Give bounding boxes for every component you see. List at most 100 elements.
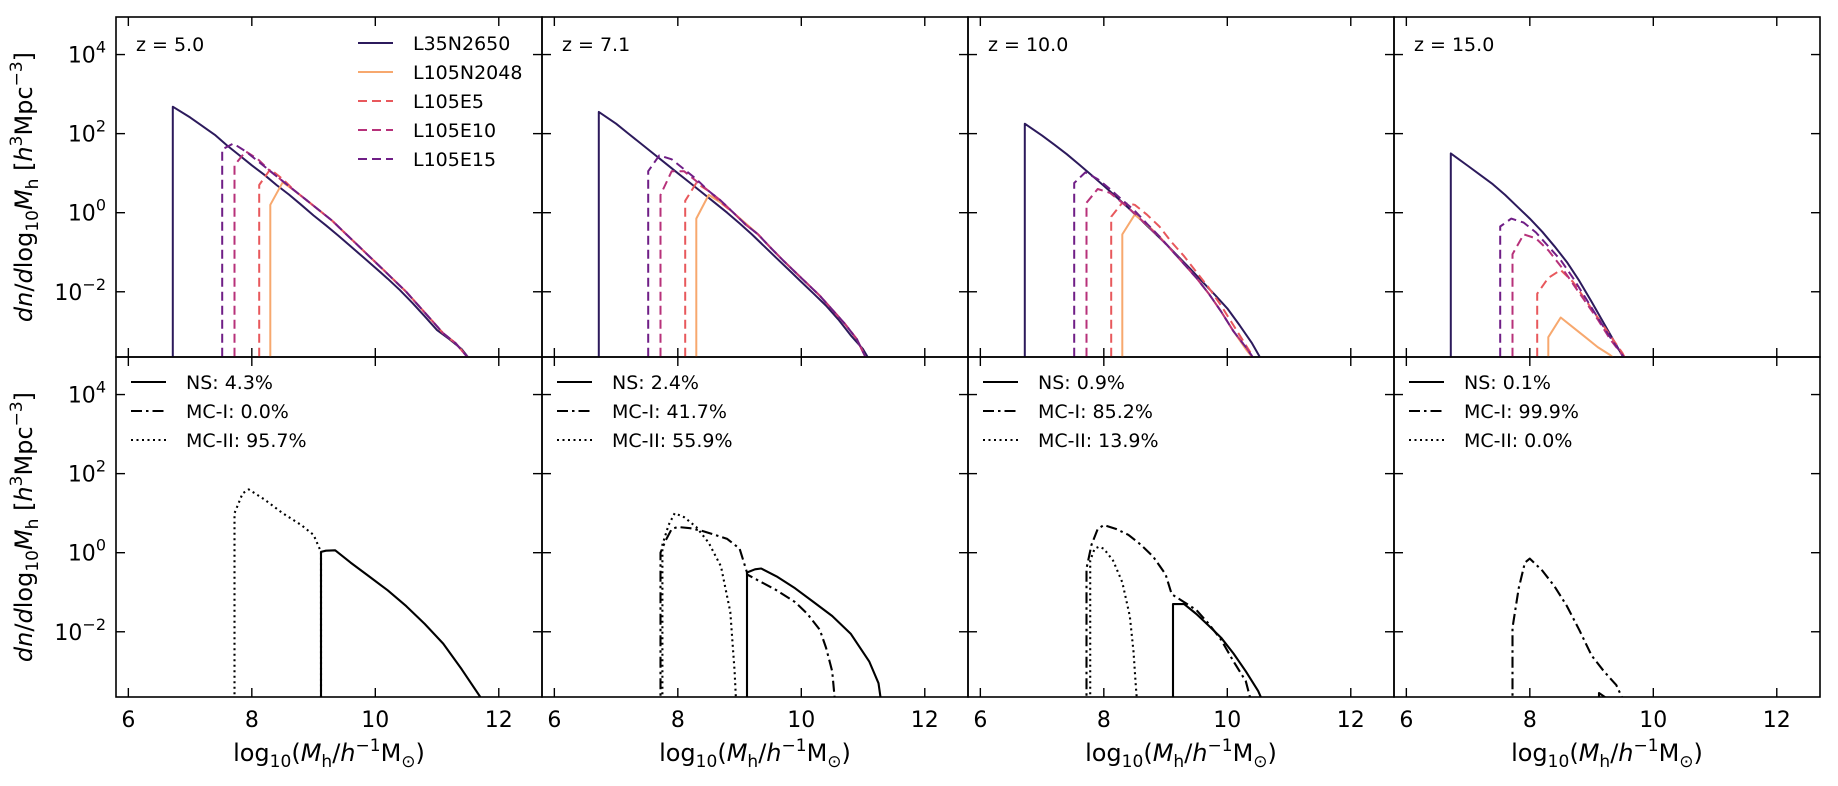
x-tick-label: 6: [973, 708, 987, 733]
series-group: [1449, 152, 1626, 357]
x-tick-label: 10: [361, 708, 389, 733]
series-line-l105n2048: [1547, 316, 1615, 357]
series-line-mc-ii: [1089, 545, 1138, 697]
y-axis-label: dn/dlog10Mh [h3Mpc−3]: [7, 52, 43, 322]
redshift-label: z = 15.0: [1414, 34, 1494, 56]
panel-top-2: z = 7.1: [541, 16, 969, 358]
x-axis-label: log10(Mh/h−1M⊙): [233, 736, 425, 772]
panel-bottom-3: 6 8 10 12 log10(Mh/h−1M⊙) NS: 0.9% MC-I: 85.2%…: [967, 356, 1395, 772]
series-line-l105e5: [1536, 269, 1626, 357]
y-tick-label: 104: [68, 38, 106, 69]
y-tick-label: 104: [68, 378, 106, 409]
series-line-l105n2048: [269, 181, 469, 357]
series-line-l35n2650: [171, 105, 470, 357]
x-tick-label: 12: [1763, 708, 1791, 733]
y-tick-label: 100: [68, 536, 106, 567]
series-line-l105e15: [221, 142, 469, 357]
series-line-l105n2048: [1121, 213, 1254, 357]
panel-bottom-4: 6 8 10 12 log10(Mh/h−1M⊙) NS: 0.1% MC-I: 99.9%…: [1393, 356, 1821, 772]
legend-entry-l105e5: L105E5: [413, 91, 484, 113]
series-line-ns: [319, 549, 482, 697]
legend-entry: MC-II: 55.9%: [612, 430, 733, 452]
series-line-mc-i: [659, 525, 836, 697]
legend-entry: NS: 4.3%: [186, 372, 273, 394]
y-tick-label: 102: [68, 457, 106, 488]
panel-top-1: 10−2 100 102 104 z = 5.0: [54, 16, 543, 358]
x-tick-label: 6: [121, 708, 135, 733]
series-line-l105e5: [684, 182, 867, 357]
y-axis-label: dn/dlog10Mh [h3Mpc−3]: [7, 392, 43, 662]
panel-frame: [1393, 356, 1821, 698]
series-group: [1023, 122, 1261, 357]
redshift-label: z = 10.0: [988, 34, 1068, 56]
x-tick-label: 6: [547, 708, 561, 733]
x-tick-label: 8: [245, 708, 259, 733]
panel-frame: [1393, 16, 1821, 358]
panel-frame: [967, 16, 1395, 358]
x-tick-label: 12: [911, 708, 939, 733]
series-line-mc-ii: [661, 512, 737, 697]
panel-frame: [541, 16, 969, 358]
series-line-mc-ii: [233, 488, 323, 697]
x-tick-label: 12: [485, 708, 513, 733]
series-group: [1085, 523, 1262, 697]
series-group: [597, 110, 869, 357]
series-group: [1511, 557, 1623, 697]
legend-entry: MC-I: 0.0%: [186, 401, 289, 423]
legend-entry: MC-II: 0.0%: [1464, 430, 1572, 452]
y-tick-label: 10−2: [54, 275, 106, 306]
series-line-l105e5: [1110, 201, 1255, 357]
series-line-l35n2650: [597, 110, 869, 357]
legend-entry-l105e10: L105E10: [413, 120, 496, 142]
panel-top-3: z = 10.0: [967, 16, 1395, 358]
panel-bottom-1: 10−2 100 102 104 6 8 10 12 log10(Mh/h−1M⊙) NS: 4.…: [54, 356, 543, 772]
legend-entry: MC-I: 41.7%: [612, 401, 727, 423]
x-tick-label: 10: [1639, 708, 1667, 733]
x-axis-label: log10(Mh/h−1M⊙): [1085, 736, 1277, 772]
legend-entry: NS: 2.4%: [612, 372, 699, 394]
legend-entry: NS: 0.1%: [1464, 372, 1551, 394]
panel-bottom-2: 6 8 10 12 log10(Mh/h−1M⊙) NS: 2.4% MC-I: 41.7%…: [541, 356, 969, 772]
legend-entry-l35n2650: L35N2650: [413, 33, 510, 55]
legend-entry: MC-I: 85.2%: [1038, 401, 1153, 423]
series-line-l105e15: [1073, 171, 1254, 357]
series-line-ns: [1597, 691, 1607, 697]
series-group: [659, 512, 882, 697]
series-line-l105e15: [647, 154, 867, 357]
legend-entry: MC-II: 13.9%: [1038, 430, 1159, 452]
x-tick-label: 10: [1213, 708, 1241, 733]
panel-frame: [115, 356, 543, 698]
series-line-l105e10: [1511, 233, 1625, 357]
series-line-l105n2048: [695, 193, 867, 357]
panel-frame: [967, 356, 1395, 698]
legend-entry-l105e15: L105E15: [413, 149, 496, 171]
y-tick-label: 102: [68, 117, 106, 148]
x-axis-label: log10(Mh/h−1M⊙): [659, 736, 851, 772]
y-tick-label: 10−2: [54, 615, 106, 646]
series-line-l105e5: [258, 168, 469, 357]
x-tick-label: 10: [787, 708, 815, 733]
series-line-mc-i: [1085, 523, 1252, 697]
redshift-label: z = 5.0: [136, 34, 204, 56]
series-line-mc-i: [1511, 557, 1623, 697]
legend-entry: MC-II: 95.7%: [186, 430, 307, 452]
x-axis-label: log10(Mh/h−1M⊙): [1511, 736, 1703, 772]
series-line-l105e15: [1499, 217, 1625, 357]
x-tick-label: 8: [1523, 708, 1537, 733]
panel-top-4: z = 15.0: [1393, 16, 1821, 358]
y-tick-label: 100: [68, 196, 106, 227]
legend-entry: NS: 0.9%: [1038, 372, 1125, 394]
series-line-l105e10: [659, 170, 867, 357]
series-group: [233, 488, 482, 697]
x-tick-label: 8: [671, 708, 685, 733]
series-line-l35n2650: [1023, 122, 1261, 357]
x-tick-label: 6: [1399, 708, 1413, 733]
series-group: [171, 105, 470, 357]
redshift-label: z = 7.1: [562, 34, 630, 56]
legend-entry-l105n2048: L105N2048: [413, 62, 522, 84]
series-line-ns: [1171, 603, 1262, 697]
panel-frame: [541, 356, 969, 698]
legend-entry: MC-I: 99.9%: [1464, 401, 1579, 423]
